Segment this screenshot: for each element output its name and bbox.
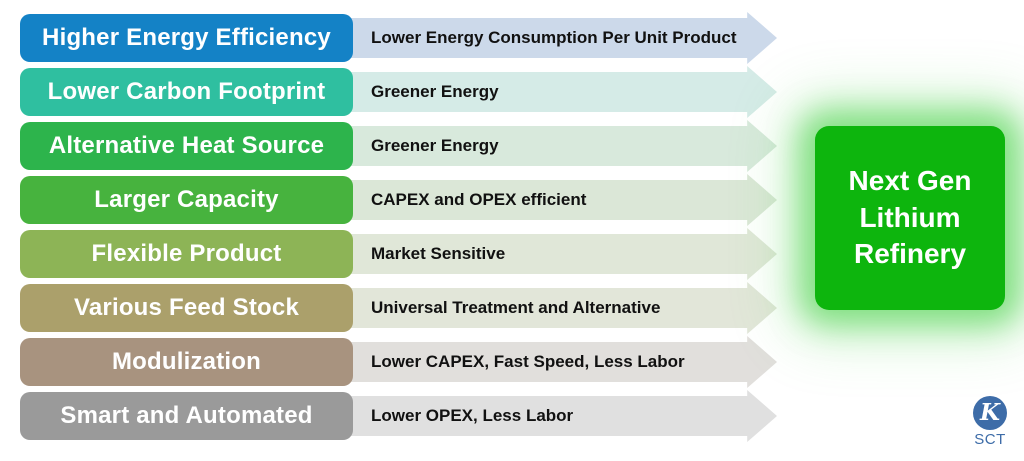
feature-label-text: Various Feed Stock bbox=[73, 294, 299, 321]
feature-label-text: Alternative Heat Source bbox=[48, 132, 325, 159]
benefit-arrow-text: Lower Energy Consumption Per Unit Produc… bbox=[371, 28, 737, 47]
feature-label-text: Modulization bbox=[111, 348, 262, 375]
benefit-arrow bbox=[351, 12, 777, 64]
feature-label-text: Flexible Product bbox=[91, 240, 282, 267]
benefit-arrow bbox=[351, 390, 777, 442]
feature-row: Larger Capacity CAPEX and OPEX efficient bbox=[0, 174, 1024, 226]
benefit-arrow bbox=[351, 228, 777, 280]
benefit-arrow-text: Market Sensitive bbox=[371, 244, 506, 263]
benefit-arrow bbox=[351, 336, 777, 388]
result-box-text: Next Gen Lithium Refinery bbox=[848, 164, 972, 270]
sct-logo-text: SCT bbox=[974, 431, 1006, 448]
k-monogram-icon: K bbox=[980, 398, 1000, 426]
feature-row: Flexible Product Market Sensitive bbox=[0, 228, 1024, 280]
benefit-arrow-text: Universal Treatment and Alternative bbox=[371, 298, 661, 317]
benefit-arrow-text: Greener Energy bbox=[371, 136, 499, 155]
feature-row: Smart and Automated Lower OPEX, Less Lab… bbox=[0, 390, 1024, 442]
benefit-arrow-text: Greener Energy bbox=[371, 82, 499, 101]
feature-label-text: Lower Carbon Footprint bbox=[47, 78, 326, 105]
benefit-arrow bbox=[351, 66, 777, 118]
benefit-arrow-text: CAPEX and OPEX efficient bbox=[371, 190, 587, 209]
benefit-arrow-text: Lower OPEX, Less Labor bbox=[371, 406, 574, 425]
feature-label: Flexible Product bbox=[20, 230, 353, 278]
benefit-arrow bbox=[351, 174, 777, 226]
feature-row: Various Feed Stock Universal Treatment a… bbox=[0, 282, 1024, 334]
benefit-arrow bbox=[351, 282, 777, 334]
feature-row: Alternative Heat Source Greener Energy bbox=[0, 120, 1024, 172]
feature-label: Alternative Heat Source bbox=[20, 122, 353, 170]
feature-label-text: Larger Capacity bbox=[94, 186, 279, 213]
feature-row: Higher Energy Efficiency Lower Energy Co… bbox=[0, 12, 1024, 64]
feature-row: Modulization Lower CAPEX, Fast Speed, Le… bbox=[0, 336, 1024, 388]
feature-label-text: Smart and Automated bbox=[60, 402, 313, 429]
benefit-arrow bbox=[351, 120, 777, 172]
sct-logo: K SCT bbox=[965, 396, 1015, 448]
feature-label: Lower Carbon Footprint bbox=[20, 68, 353, 116]
feature-label: Smart and Automated bbox=[20, 392, 353, 440]
feature-label-text: Higher Energy Efficiency bbox=[42, 24, 331, 51]
feature-label: Modulization bbox=[20, 338, 353, 386]
feature-label: Higher Energy Efficiency bbox=[20, 14, 353, 62]
result-box: Next Gen Lithium Refinery bbox=[815, 126, 1005, 310]
feature-label: Various Feed Stock bbox=[20, 284, 353, 332]
feature-row: Lower Carbon Footprint Greener Energy bbox=[0, 66, 1024, 118]
feature-label: Larger Capacity bbox=[20, 176, 353, 224]
benefit-arrow-text: Lower CAPEX, Fast Speed, Less Labor bbox=[371, 352, 685, 371]
sct-logo-icon: K bbox=[973, 396, 1007, 430]
